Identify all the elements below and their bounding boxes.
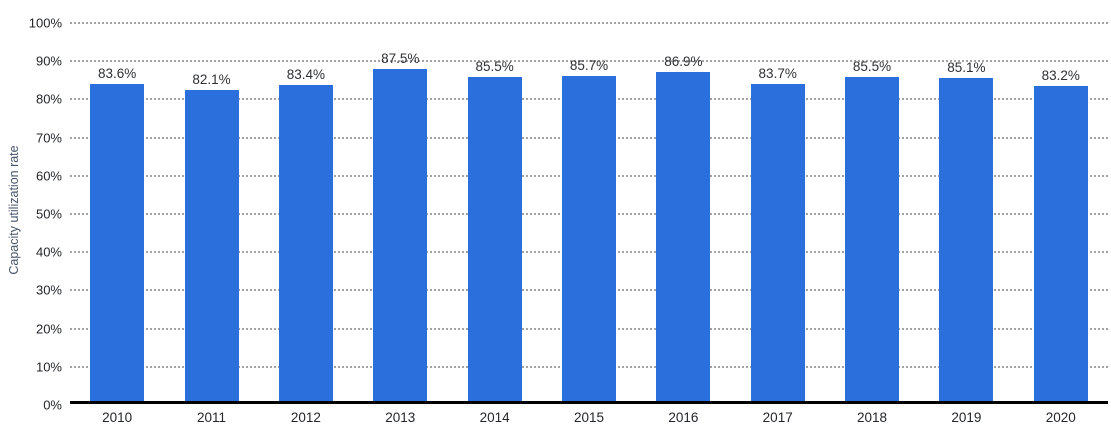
bar [467, 76, 522, 401]
x-tick-label: 2011 [197, 410, 227, 425]
bar [90, 84, 145, 401]
y-tick-label: 20% [35, 321, 62, 337]
bar-value-label: 85.5% [852, 58, 892, 74]
bar [373, 69, 428, 401]
y-tick-label: 70% [35, 130, 62, 146]
bar-value-label: 86.9% [664, 53, 703, 69]
bar [939, 78, 994, 401]
bar-series: 83.6% 82.1% 83.4% 87.5% 85.5% 85.7% 86.9% 83.7%… [70, 22, 1108, 401]
x-tick-label: 2018 [857, 410, 888, 425]
x-tick-label: 2012 [290, 410, 321, 425]
bar-value-label: 82.1% [192, 71, 231, 87]
bar-cell: 85.5% [447, 22, 541, 401]
x-tick-label: 2014 [479, 410, 510, 425]
bar-value-label: 83.6% [98, 66, 137, 82]
y-tick-label: 60% [35, 168, 62, 184]
bar [845, 76, 900, 401]
bar [561, 76, 616, 401]
x-tick-label: 2017 [762, 410, 793, 425]
y-tick-label: 30% [35, 282, 62, 298]
y-tick-label: 90% [35, 53, 62, 69]
x-tick-label: 2013 [385, 410, 416, 425]
bar-value-label: 85.5% [475, 58, 514, 74]
x-tick-label: 2016 [668, 410, 699, 425]
plot-area: 83.6% 82.1% 83.4% 87.5% 85.5% 85.7% 86.9% 83.7%… [70, 22, 1108, 404]
bar-value-label: 83.7% [758, 65, 797, 81]
bar-cell: 83.6% [70, 22, 164, 401]
gridline [70, 22, 1108, 24]
y-tick-label: 80% [35, 91, 62, 107]
bar-cell: 82.1% [164, 22, 258, 401]
y-tick-label: 50% [35, 206, 62, 222]
bar-cell: 83.2% [1014, 22, 1108, 401]
x-tick-label: 2019 [951, 410, 982, 425]
y-axis: 0% 10% 20% 30% 40% 50% 60% 70% 80% 90% 100% [0, 0, 62, 435]
bar [184, 89, 239, 401]
gridline [70, 60, 1108, 63]
bar-cell: 87.5% [353, 22, 447, 401]
bar-cell: 86.9% [636, 22, 730, 401]
bar-cell: 85.1% [919, 22, 1013, 401]
bar-cell: 83.4% [259, 22, 353, 401]
bar-cell: 85.5% [825, 22, 919, 401]
y-tick-label: 100% [28, 15, 62, 31]
x-tick-label: 2010 [102, 410, 133, 425]
bar-value-label: 83.4% [286, 66, 326, 82]
x-axis: 2010 2011 2012 2013 2014 2015 2016 2017 2018 2019… [70, 410, 1108, 435]
y-tick-label: 40% [35, 244, 62, 260]
bar [278, 84, 333, 401]
bar-value-label: 83.2% [1041, 67, 1080, 83]
bar [656, 71, 711, 401]
bar-value-label: 85.1% [947, 60, 986, 76]
bar-value-label: 85.7% [569, 58, 609, 74]
bar-value-label: 87.5% [381, 51, 420, 67]
x-tick-label: 2015 [573, 410, 604, 425]
y-tick-label: 0% [43, 397, 62, 413]
bar-cell: 83.7% [731, 22, 825, 401]
bar-cell: 85.7% [542, 22, 636, 401]
x-tick-label: 2020 [1045, 410, 1076, 425]
bar [750, 83, 805, 401]
y-tick-label: 10% [35, 359, 62, 375]
bar [1033, 85, 1088, 401]
